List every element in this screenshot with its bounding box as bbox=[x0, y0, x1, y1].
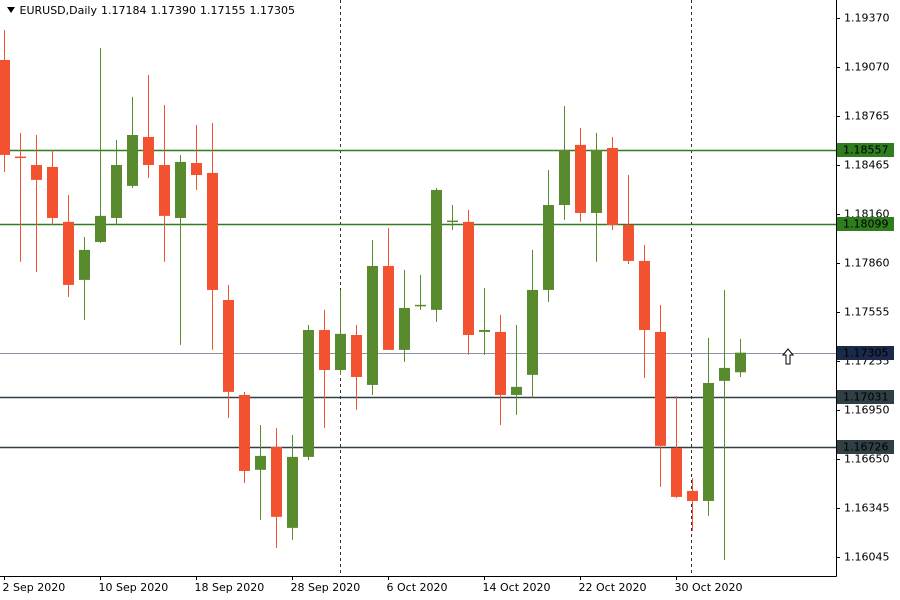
level-label-box bbox=[837, 346, 894, 360]
candle-body bbox=[351, 335, 362, 377]
candle-body bbox=[31, 164, 42, 180]
candle-body bbox=[303, 329, 314, 457]
candles bbox=[0, 29, 746, 560]
candle-body bbox=[239, 394, 250, 471]
header-triangle bbox=[7, 7, 15, 13]
y-tick-label: 1.19370 bbox=[844, 12, 890, 25]
candle-body bbox=[447, 220, 458, 223]
ohlc-value: 1.17390 bbox=[150, 4, 196, 17]
y-tick-label: 1.16045 bbox=[844, 551, 890, 564]
level-label: 1.18099 bbox=[843, 218, 889, 231]
x-tick-label: 22 Oct 2020 bbox=[579, 581, 647, 594]
y-tick-label: 1.16950 bbox=[844, 404, 890, 417]
candle-body bbox=[255, 455, 266, 470]
levels bbox=[0, 149, 836, 449]
candle-body bbox=[47, 166, 58, 218]
candle-body bbox=[591, 149, 602, 213]
level-label-box bbox=[837, 440, 894, 454]
candle-body bbox=[63, 221, 74, 285]
candle-body bbox=[175, 161, 186, 218]
chart-header: EURUSD,Daily 1.17184 1.17390 1.17155 1.17305 bbox=[6, 4, 299, 17]
ohlc-value: 1.17305 bbox=[249, 4, 295, 17]
candle-body bbox=[95, 215, 106, 242]
candle-body bbox=[191, 163, 202, 176]
level-label-box bbox=[837, 143, 894, 157]
candle-body bbox=[511, 386, 522, 395]
candle-body bbox=[431, 189, 442, 310]
candle-body bbox=[527, 289, 538, 375]
candle-body bbox=[271, 446, 282, 517]
candle-body bbox=[703, 382, 714, 501]
level-label: 1.16726 bbox=[843, 441, 889, 454]
x-tick-label: 2 Sep 2020 bbox=[3, 581, 66, 594]
y-tick-label: 1.18765 bbox=[844, 110, 890, 123]
ohlc-value: 1.17184 bbox=[100, 4, 147, 17]
candle-body bbox=[575, 144, 586, 213]
level-label-box bbox=[837, 390, 894, 404]
candle-body bbox=[623, 224, 634, 261]
candle-body bbox=[335, 333, 346, 371]
x-tick-label: 28 Sep 2020 bbox=[291, 581, 361, 594]
candle-body bbox=[655, 331, 666, 446]
ohlc-value: 1.17155 bbox=[199, 4, 246, 17]
candle-body bbox=[639, 260, 650, 330]
candle-body bbox=[287, 456, 298, 528]
symbol: EURUSD,Daily bbox=[19, 4, 97, 17]
y-tick-label: 1.18465 bbox=[844, 159, 890, 172]
candle-body bbox=[415, 304, 426, 307]
candle-body bbox=[687, 490, 698, 501]
y-tick-label: 1.19070 bbox=[844, 61, 890, 74]
level-label: 1.18557 bbox=[843, 144, 889, 157]
candle-body bbox=[735, 352, 746, 373]
level-label: 1.17305 bbox=[843, 347, 889, 360]
y-tick-label: 1.16345 bbox=[844, 502, 890, 515]
candle-body bbox=[159, 164, 170, 216]
candle-body bbox=[479, 329, 490, 332]
candle-body bbox=[143, 136, 154, 165]
candle-body bbox=[671, 447, 682, 497]
candle-body bbox=[559, 149, 570, 206]
candle-body bbox=[207, 172, 218, 290]
x-tick-label: 18 Sep 2020 bbox=[195, 581, 265, 594]
candle-body bbox=[399, 307, 410, 350]
axis-labels: 1.193701.190701.187651.184651.181601.178… bbox=[3, 12, 894, 594]
candle-body bbox=[127, 135, 138, 186]
candle-body bbox=[383, 265, 394, 350]
x-tick-label: 14 Oct 2020 bbox=[483, 581, 551, 594]
candle-body bbox=[15, 156, 26, 159]
candle-body bbox=[367, 265, 378, 385]
candle-body bbox=[543, 205, 554, 290]
level-label-box bbox=[837, 217, 894, 231]
candle-body bbox=[111, 164, 122, 218]
arrow-icon bbox=[781, 348, 795, 365]
candle-body bbox=[0, 59, 10, 155]
candle-body bbox=[319, 329, 330, 371]
candle-body bbox=[223, 299, 234, 392]
level-label: 1.17031 bbox=[843, 391, 889, 404]
candle-body bbox=[495, 331, 506, 395]
candle-body bbox=[719, 367, 730, 381]
candle-body bbox=[607, 147, 618, 225]
candle-body bbox=[463, 221, 474, 336]
y-tick-label: 1.17555 bbox=[844, 306, 890, 319]
candle-body bbox=[79, 249, 90, 280]
x-tick-label: 30 Oct 2020 bbox=[675, 581, 743, 594]
y-tick-label: 1.17860 bbox=[844, 257, 890, 270]
x-tick-label: 6 Oct 2020 bbox=[387, 581, 448, 594]
x-tick-label: 10 Sep 2020 bbox=[99, 581, 169, 594]
y-tick-label: 1.16650 bbox=[844, 453, 890, 466]
